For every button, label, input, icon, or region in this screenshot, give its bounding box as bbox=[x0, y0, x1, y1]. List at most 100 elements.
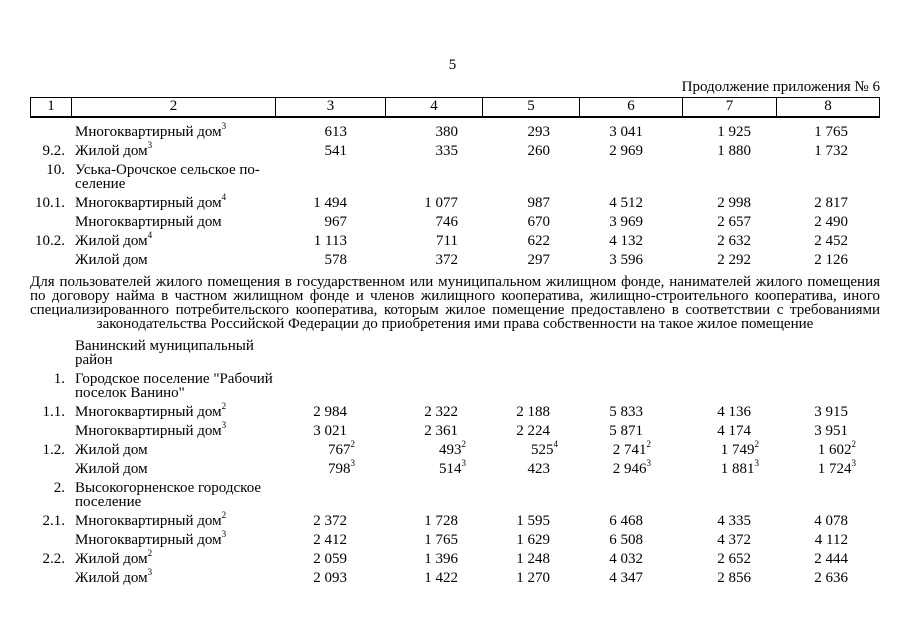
row-label: Уська-Орочское сельское по- селение bbox=[67, 163, 275, 192]
row-label-text: Жилой дом bbox=[75, 143, 148, 159]
value-number: 297 bbox=[527, 252, 551, 268]
value-cell-col5: 670 bbox=[483, 214, 580, 230]
table-header-row: 1 2 3 4 5 6 7 8 bbox=[30, 97, 880, 118]
value-superscript: 2 bbox=[461, 439, 467, 449]
column-header-2: 2 bbox=[71, 98, 275, 116]
value-number: 4 512 bbox=[609, 195, 643, 211]
value-cell-col6: 5 833 bbox=[580, 405, 683, 420]
value-cell-col8: 1 732 bbox=[777, 144, 880, 159]
appendix-continuation-label: Продолжение приложения № 6 bbox=[681, 79, 880, 95]
value-number: 335 bbox=[435, 143, 459, 159]
value-number: 4 335 bbox=[717, 513, 751, 529]
value-cell-col6 bbox=[580, 372, 683, 400]
value-number: 3 021 bbox=[313, 423, 347, 439]
row-label: Высокогорненское городское поселение bbox=[67, 481, 275, 510]
value-cell-col3: 7672 bbox=[275, 440, 385, 458]
value-cell-col6: 3 041 bbox=[580, 125, 683, 140]
value-number: 372 bbox=[435, 252, 459, 268]
row-label-text: Жилой дом bbox=[75, 461, 148, 477]
document-page: 5 Продолжение приложения № 6 1 2 3 4 5 6… bbox=[30, 57, 880, 588]
value-cell-col5: 1 629 bbox=[483, 532, 580, 548]
value-cell-col5: 2 224 bbox=[483, 423, 580, 439]
row-label-text: Городское поселение "Рабочий поселок Ван… bbox=[75, 371, 273, 401]
value-number: 2 984 bbox=[313, 404, 347, 420]
value-cell-col5: 293 bbox=[483, 125, 580, 140]
value-number: 2 126 bbox=[814, 252, 848, 268]
value-number: 3 915 bbox=[814, 404, 848, 420]
value-cell-col7 bbox=[683, 372, 777, 400]
value-number: 670 bbox=[527, 214, 551, 230]
value-cell-col4 bbox=[385, 372, 483, 400]
row-label-text: Многоквартирный дом bbox=[75, 404, 222, 420]
value-cell-col8: 1 765 bbox=[777, 124, 880, 140]
value-cell-col3: 1 494 bbox=[275, 196, 385, 211]
value-cell-col5: 297 bbox=[483, 252, 580, 268]
row-number: 1. bbox=[53, 371, 65, 387]
value-number: 1 602 bbox=[817, 442, 852, 458]
value-cell-col7: 2 998 bbox=[683, 196, 777, 211]
table-row: Жилой дом3 2 093 1 422 1 270 4 347 2 856… bbox=[30, 568, 880, 588]
table-row: 1.2. Жилой дом 7672 4932 5254 2 7412 1 7… bbox=[30, 439, 880, 460]
note-line: по договору найма в частном жилищном фон… bbox=[30, 288, 880, 304]
value-number: 4 032 bbox=[609, 551, 643, 567]
value-number: 2 292 bbox=[717, 252, 751, 268]
value-number: 2 361 bbox=[424, 423, 458, 439]
value-cell-col4: 1 728 bbox=[385, 514, 483, 529]
value-cell-col5 bbox=[483, 163, 580, 191]
table-row: 10.1. Многоквартирный дом4 1 494 1 077 9… bbox=[30, 193, 880, 213]
value-cell-col6: 2 9463 bbox=[580, 459, 683, 477]
table-row: 1.1. Многоквартирный дом2 2 984 2 322 2 … bbox=[30, 402, 880, 422]
value-cell-col6 bbox=[580, 481, 683, 509]
value-cell-col8: 3 915 bbox=[777, 404, 880, 420]
column-header-5: 5 bbox=[482, 98, 579, 116]
value-number: 2 188 bbox=[516, 404, 550, 420]
value-number: 967 bbox=[324, 214, 348, 230]
table-row: 2.2. Жилой дом2 2 059 1 396 1 248 4 032 … bbox=[30, 549, 880, 569]
value-cell-col4: 372 bbox=[385, 252, 483, 268]
row-number: 10.2. bbox=[35, 233, 65, 249]
value-cell-col8: 2 452 bbox=[777, 234, 880, 249]
table-row: Ванинский муниципальный район bbox=[30, 337, 880, 370]
value-number: 1 765 bbox=[814, 124, 848, 140]
value-cell-col4: 335 bbox=[385, 143, 483, 159]
page-number: 5 bbox=[448, 57, 457, 73]
value-cell-col5: 987 bbox=[483, 196, 580, 211]
table-row: Многоквартирный дом3 3 021 2 361 2 224 5… bbox=[30, 421, 880, 441]
value-cell-col5 bbox=[483, 481, 580, 509]
value-number: 2 946 bbox=[612, 461, 647, 477]
value-cell-col7 bbox=[683, 481, 777, 509]
table-row: 2.1. Многоквартирный дом2 2 372 1 728 1 … bbox=[30, 511, 880, 531]
value-number: 2 093 bbox=[313, 570, 347, 586]
value-number: 5 871 bbox=[609, 423, 643, 439]
value-number: 4 112 bbox=[814, 532, 848, 548]
value-cell-col8: 2 126 bbox=[777, 252, 880, 268]
row-number bbox=[30, 571, 67, 585]
row-label: Многоквартирный дом bbox=[67, 215, 275, 230]
value-number: 2 372 bbox=[313, 513, 347, 529]
row-label-text: Многоквартирный дом bbox=[75, 195, 222, 211]
value-cell-col6: 3 969 bbox=[580, 215, 683, 230]
page-content: Продолжение приложения № 6 1 2 3 4 5 6 7… bbox=[30, 80, 880, 588]
value-cell-col7 bbox=[683, 163, 777, 191]
value-number: 6 468 bbox=[609, 513, 643, 529]
value-number: 1 629 bbox=[516, 532, 550, 548]
value-cell-col3: 7983 bbox=[275, 459, 385, 477]
value-cell-col7: 1 880 bbox=[683, 144, 777, 159]
value-superscript: 2 bbox=[646, 439, 652, 449]
value-cell-col4: 4932 bbox=[385, 440, 483, 458]
value-cell-col3: 578 bbox=[275, 253, 385, 268]
table-row: 10.2. Жилой дом4 1 113 711 622 4 132 2 6… bbox=[30, 231, 880, 251]
value-cell-col8: 2 444 bbox=[777, 552, 880, 567]
value-cell-col3: 2 984 bbox=[275, 404, 385, 420]
value-cell-col4: 1 396 bbox=[385, 552, 483, 567]
value-number: 4 347 bbox=[609, 570, 643, 586]
value-cell-col3 bbox=[275, 339, 385, 367]
value-number: 2 224 bbox=[516, 423, 550, 439]
value-number: 260 bbox=[527, 143, 551, 159]
row-label: Многоквартирный дом3 bbox=[67, 421, 275, 439]
value-cell-col4: 1 765 bbox=[385, 533, 483, 548]
value-cell-col5 bbox=[483, 339, 580, 367]
value-cell-col5: 1 248 bbox=[483, 552, 580, 567]
value-cell-col8: 1 7243 bbox=[777, 459, 880, 477]
row-label-text: Жилой дом bbox=[75, 570, 148, 586]
